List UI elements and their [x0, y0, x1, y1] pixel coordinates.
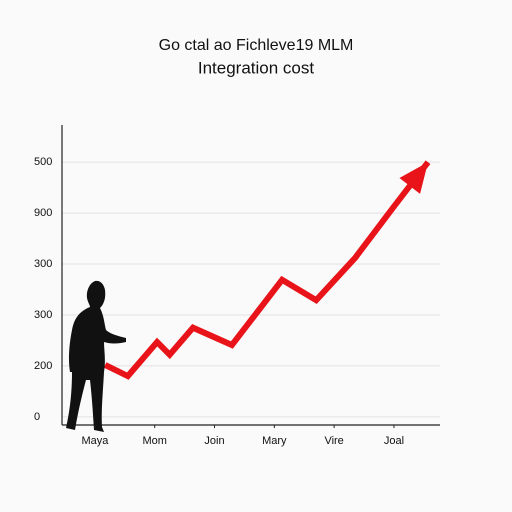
y-tick-label: 500 — [34, 156, 52, 168]
y-tick-label: 300 — [34, 258, 52, 270]
line — [103, 160, 431, 380]
x-tick-label: Join — [204, 435, 224, 447]
y-tick-label: 300 — [34, 309, 52, 321]
y-tick-label: 900 — [34, 207, 52, 219]
y-tick-label: 200 — [34, 360, 52, 372]
x-tick-label: Mom — [142, 435, 166, 447]
chart-title: Go ctal ao Fichleve19 MLM — [159, 37, 354, 54]
x-tick-label: Vire — [324, 435, 343, 447]
x-tick-label: Mary — [262, 435, 287, 447]
y-tick-label: 0 — [34, 411, 40, 423]
x-tick-label: Joal — [384, 435, 404, 447]
chart-subtitle: Integration cost — [198, 58, 315, 77]
x-tick-label: Maya — [81, 435, 109, 447]
arrow-head — [399, 162, 429, 194]
person-silhouette — [66, 280, 126, 432]
plot — [103, 160, 431, 380]
grid — [62, 161, 440, 418]
